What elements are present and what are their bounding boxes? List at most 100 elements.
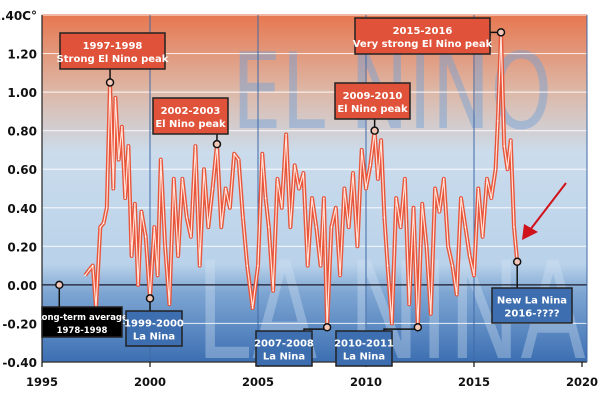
data-point: [144, 235, 147, 238]
data-point: [124, 197, 126, 199]
data-point: [302, 172, 305, 174]
annotation-marker: [370, 126, 379, 135]
annotation-label-line2: 2016-????: [504, 309, 559, 320]
annotation-label-line2: La Nina: [263, 352, 305, 363]
data-point: [99, 226, 102, 228]
data-point: [102, 222, 105, 224]
data-point: [391, 322, 393, 325]
data-point: [490, 197, 493, 199]
annotation-marker: [512, 257, 522, 267]
data-point: [272, 289, 274, 292]
red-arrow-icon: [522, 182, 567, 240]
data-point: [233, 153, 236, 155]
annotation-marker: [413, 323, 423, 332]
annotation-marker: [212, 139, 222, 149]
data-point: [237, 158, 240, 161]
annotation-label-line2: La Nina: [133, 332, 175, 343]
data-point: [494, 168, 497, 171]
x-tick-label: 2020: [566, 375, 598, 389]
annotation-label-line2: Very strong El Nino peak: [353, 39, 493, 50]
data-point: [473, 274, 475, 277]
data-point: [280, 206, 283, 209]
data-point: [194, 145, 197, 147]
y-tick-label: 1.20: [7, 48, 37, 62]
data-point: [352, 172, 354, 174]
data-point: [347, 226, 350, 228]
data-point: [156, 274, 159, 277]
data-point: [285, 133, 287, 136]
data-point: [306, 264, 309, 267]
data-point: [455, 293, 458, 296]
data-point: [177, 255, 179, 257]
data-point: [134, 203, 136, 205]
data-point: [319, 264, 322, 267]
annotation-la-nina: New La Nina 2016-????: [491, 257, 573, 324]
annotation-la-nina: 1999-2000 La Nina: [124, 294, 184, 347]
annotation-label-line1: 2007-2008: [254, 339, 314, 350]
annotation-marker: [55, 280, 64, 290]
annotation-box: [334, 82, 411, 120]
data-point: [264, 197, 267, 199]
data-point: [268, 226, 270, 228]
data-point: [276, 178, 279, 180]
data-point: [121, 126, 123, 128]
data-point: [127, 145, 130, 147]
data-point: [251, 307, 254, 309]
annotation-box: [41, 306, 123, 338]
annotation-marker: [322, 323, 332, 332]
annotation-label-line1: 1997-1998: [83, 41, 143, 52]
data-point: [137, 284, 139, 286]
y-tick-label: 0.40: [7, 202, 37, 216]
data-point: [229, 206, 231, 209]
x-tick-label: 2000: [134, 375, 166, 389]
data-point: [343, 187, 346, 190]
data-point: [496, 120, 499, 122]
data-point: [172, 178, 175, 180]
annotation-label-line1: 2010-2011: [334, 339, 394, 350]
annotation-el-nino: 2015-2016 Very strong El Nino peak: [353, 17, 506, 55]
annotation-label-line1: 1999-2000: [124, 319, 184, 330]
annotation-label-line2: El Nino peak: [337, 104, 408, 115]
data-point: [468, 255, 471, 257]
data-point: [442, 178, 445, 180]
data-point: [91, 264, 94, 267]
annotation-label-line2: La Nina: [343, 352, 385, 363]
data-point: [311, 197, 313, 199]
data-point: [365, 187, 367, 190]
data-point: [430, 313, 432, 315]
annotation-marker: [105, 78, 115, 87]
data-point: [153, 226, 156, 228]
annotation-label-line1: 2009-2010: [343, 91, 403, 102]
data-point: [330, 226, 333, 228]
data-point: [339, 274, 341, 277]
y-tick-label: 0.80: [7, 125, 37, 139]
data-point: [460, 197, 462, 199]
data-point: [289, 226, 292, 228]
annotation-el-nino: 2009-2010 El Nino peak: [334, 82, 411, 135]
y-tick-label: 1.00: [7, 86, 37, 100]
y-tick-label: 0.60: [7, 163, 37, 177]
data-point: [356, 245, 359, 248]
annotation-el-nino: 2002-2003 El Nino peak: [152, 97, 229, 149]
data-point: [84, 274, 86, 277]
data-point: [114, 97, 117, 99]
data-point: [503, 145, 506, 147]
data-point: [412, 206, 415, 209]
x-tick-label: 2010: [350, 375, 382, 389]
data-point: [185, 216, 188, 219]
data-point: [386, 264, 389, 267]
data-point: [434, 187, 436, 190]
annotation-label-line1: Long-term average: [36, 313, 128, 323]
data-point: [130, 255, 133, 257]
data-point: [117, 158, 120, 161]
data-point: [293, 164, 296, 167]
y-tick-label: -0.40: [2, 356, 37, 370]
data-point: [399, 226, 402, 228]
annotation-label-line2: Strong El Nino peak: [57, 54, 169, 65]
data-point: [181, 178, 184, 180]
annotation-la-nina: 2007-2008 La Nina: [254, 323, 332, 367]
data-point: [257, 264, 259, 267]
data-point: [160, 158, 162, 161]
annotation-label-line1: 2002-2003: [161, 106, 221, 117]
data-point: [408, 303, 411, 305]
